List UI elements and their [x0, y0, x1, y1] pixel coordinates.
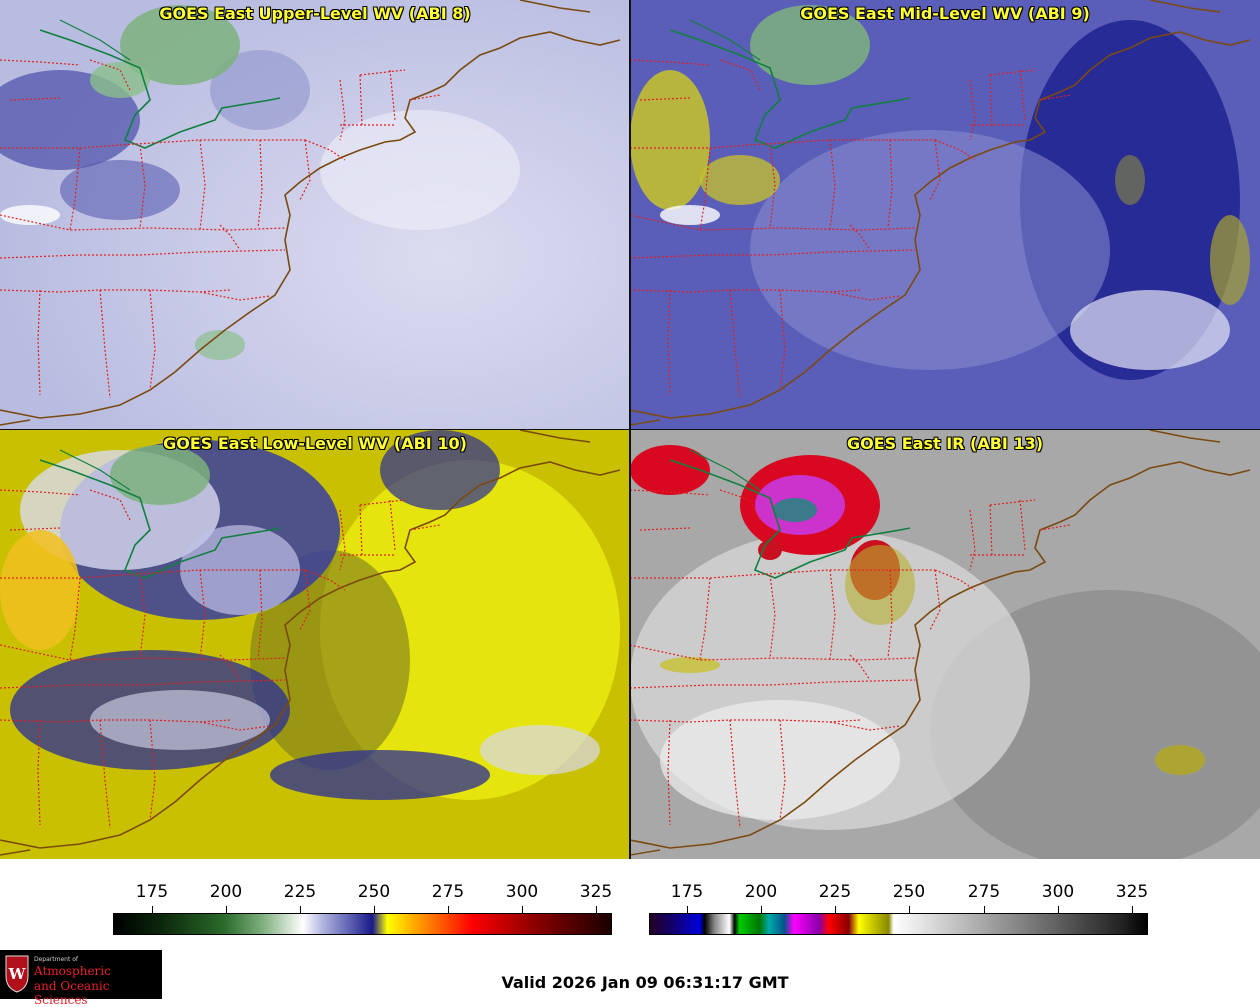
upper-level-wv-image — [0, 0, 630, 429]
mid-level-wv-image — [630, 0, 1260, 429]
valid-time: Valid 2026 Jan 09 06:31:17 GMT — [501, 973, 789, 992]
panel-title: GOES East Mid-Level WV (ABI 9) — [800, 4, 1090, 23]
colorbar-ir-tick: 225 — [818, 882, 852, 902]
panel-title: GOES East Upper-Level WV (ABI 8) — [159, 4, 471, 23]
colorbar-wv-tick: 200 — [209, 882, 243, 902]
panel-mid-level-wv: GOES East Mid-Level WV (ABI 9) — [630, 0, 1260, 429]
colorbar-wv-gradient — [113, 913, 612, 935]
logo-line-atmospheric: Atmospheric — [34, 964, 111, 978]
panel-title: GOES East Low-Level WV (ABI 10) — [163, 434, 467, 453]
colorbar-ir-tick: 325 — [1115, 882, 1149, 902]
panel-ir: GOES East IR (ABI 13) — [630, 430, 1260, 859]
colorbar-wv: 175 200 225 250 275 300 325 — [113, 880, 612, 938]
colorbar-wv-tick: 275 — [431, 882, 465, 902]
logo-department: Department of — [34, 956, 78, 963]
low-level-wv-image — [0, 430, 630, 859]
ir-image — [630, 430, 1260, 859]
colorbar-ir-tick: 200 — [744, 882, 778, 902]
colorbar-wv-tick: 300 — [505, 882, 539, 902]
colorbar-wv-tick: 175 — [135, 882, 169, 902]
colorbar-ir-tick: 275 — [967, 882, 1001, 902]
panel-divider-horizontal — [0, 429, 1260, 430]
colorbar-ir-tick: 175 — [670, 882, 704, 902]
panel-low-level-wv: GOES East Low-Level WV (ABI 10) — [0, 430, 630, 859]
crest-letter: W — [8, 965, 27, 983]
colorbar-wv-tick: 325 — [579, 882, 613, 902]
colorbar-ir-gradient — [649, 913, 1148, 935]
colorbar-ir: 175 200 225 250 275 300 325 — [649, 880, 1148, 938]
panel-upper-level-wv: GOES East Upper-Level WV (ABI 8) — [0, 0, 630, 429]
panel-title: GOES East IR (ABI 13) — [846, 434, 1044, 453]
colorbar-ir-tick: 300 — [1041, 882, 1075, 902]
colorbar-wv-tick: 225 — [283, 882, 317, 902]
colorbar-ir-tick: 250 — [892, 882, 926, 902]
colorbar-wv-tick: 250 — [357, 882, 391, 902]
uw-crest-icon: W — [5, 955, 29, 993]
